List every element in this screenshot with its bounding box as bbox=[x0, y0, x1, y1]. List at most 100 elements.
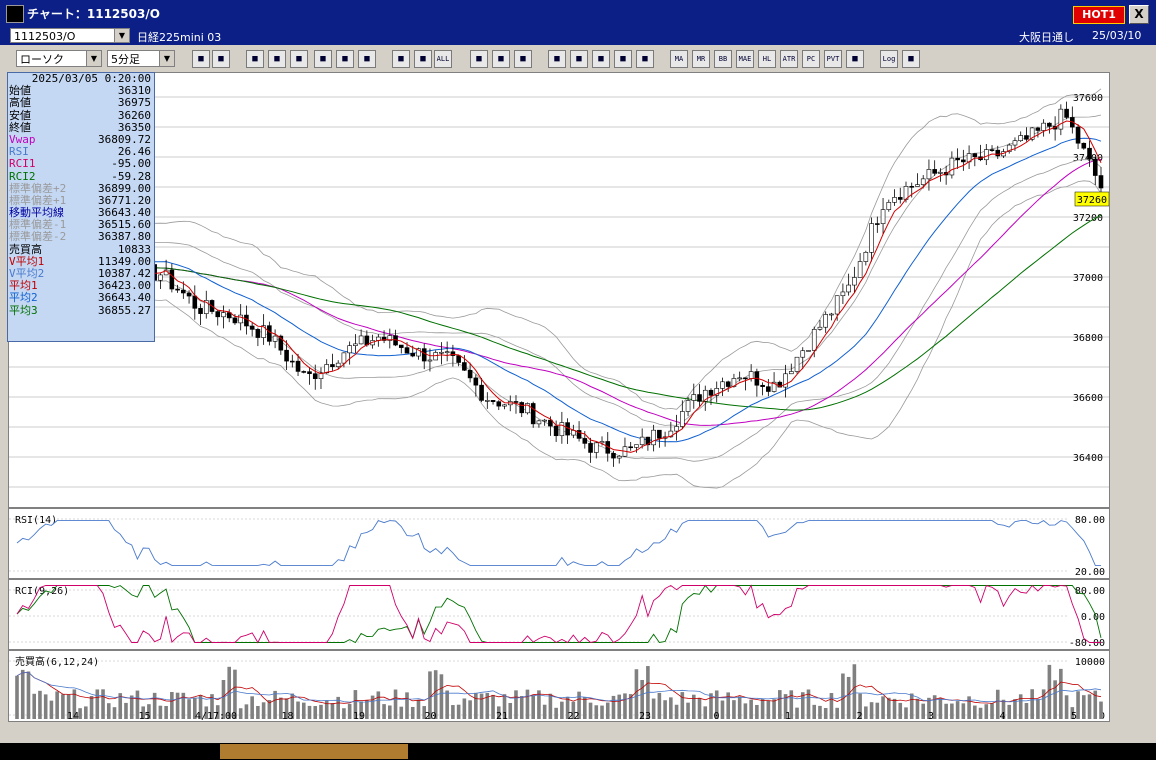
candle bbox=[181, 289, 186, 294]
magnify-icon[interactable]: ■ bbox=[570, 50, 588, 68]
box-icon[interactable]: ■ bbox=[846, 50, 864, 68]
volume-bar bbox=[898, 702, 903, 719]
chevron-down-icon[interactable]: ▼ bbox=[114, 29, 129, 42]
volume-bar bbox=[944, 703, 948, 719]
candle bbox=[989, 149, 995, 151]
down-arrow-icon[interactable]: ■ bbox=[548, 50, 566, 68]
pvt-icon[interactable]: PVT bbox=[824, 50, 842, 68]
volume-bar bbox=[514, 690, 518, 719]
candle bbox=[203, 300, 209, 314]
hl-icon[interactable]: HL bbox=[758, 50, 776, 68]
refresh-icon[interactable]: ■ bbox=[314, 50, 332, 68]
mr-icon[interactable]: MR bbox=[692, 50, 710, 68]
volume-bar bbox=[261, 702, 266, 719]
info-row: 平均3 36855.27 bbox=[8, 304, 154, 317]
candle bbox=[519, 402, 525, 414]
panel-label: RCI(9,26) bbox=[15, 586, 69, 597]
chevron-down-icon[interactable]: ▼ bbox=[86, 51, 101, 66]
zoom-icon[interactable]: ■ bbox=[192, 50, 210, 68]
volume-bar bbox=[342, 708, 346, 719]
candle bbox=[788, 371, 794, 375]
candle bbox=[869, 223, 874, 253]
bb-icon[interactable]: BB bbox=[714, 50, 732, 68]
volume-bar bbox=[296, 701, 300, 719]
candle bbox=[513, 401, 519, 403]
candle bbox=[479, 384, 484, 401]
candle bbox=[307, 371, 312, 374]
candle bbox=[267, 325, 272, 342]
chart-area[interactable]: 3760037400372003700036800366003640037260… bbox=[8, 72, 1110, 722]
info-label: 平均2 bbox=[9, 291, 38, 305]
candle bbox=[381, 336, 387, 341]
info-label: 終値 bbox=[9, 120, 31, 134]
exit-icon[interactable]: ■ bbox=[902, 50, 920, 68]
pc-icon[interactable]: PC bbox=[802, 50, 820, 68]
mae-icon[interactable]: MAE bbox=[736, 50, 754, 68]
candle bbox=[1064, 108, 1069, 118]
volume-bar bbox=[651, 698, 656, 719]
candle-left-icon[interactable]: ■ bbox=[392, 50, 410, 68]
all-icon[interactable]: ALL bbox=[434, 50, 452, 68]
atr-icon[interactable]: ATR bbox=[780, 50, 798, 68]
volume-bar bbox=[215, 705, 220, 719]
ma-icon[interactable]: MA bbox=[670, 50, 688, 68]
candle bbox=[674, 426, 679, 432]
info-row: 移動平均線 36643.40 bbox=[8, 206, 154, 219]
info-row: 標準偏差+1 36771.20 bbox=[8, 194, 154, 207]
document-icon[interactable]: ■ bbox=[336, 50, 354, 68]
cross-icon[interactable]: ■ bbox=[614, 50, 632, 68]
scrollbar-thumb[interactable] bbox=[220, 744, 408, 759]
volume-bar bbox=[674, 704, 679, 719]
log-icon[interactable]: Log bbox=[880, 50, 898, 68]
candle bbox=[324, 364, 330, 374]
volume-bar bbox=[594, 705, 599, 719]
volume-bar bbox=[485, 692, 490, 719]
cursor-icon[interactable]: ■ bbox=[290, 50, 308, 68]
volume-bar bbox=[227, 666, 232, 719]
volume-bar bbox=[405, 692, 409, 719]
candle bbox=[1081, 142, 1087, 149]
horizontal-scrollbar[interactable] bbox=[0, 743, 1156, 760]
volume-avg2-line bbox=[16, 671, 1102, 703]
chart-canvas[interactable]: 3760037400372003700036800366003640037260… bbox=[9, 73, 1110, 722]
interval-select[interactable]: 5分足 ▼ bbox=[107, 50, 175, 67]
volume-bar bbox=[233, 669, 237, 719]
link-icon[interactable]: ■ bbox=[268, 50, 286, 68]
volume-bar bbox=[388, 705, 392, 719]
time-axis-label: 14 bbox=[67, 711, 79, 721]
panel-tick-label: -80.00 bbox=[1069, 638, 1105, 649]
tools-icon[interactable]: ■ bbox=[492, 50, 510, 68]
volume-bar bbox=[686, 702, 690, 719]
vwap-line bbox=[16, 159, 1102, 426]
grid-icon[interactable]: ■ bbox=[592, 50, 610, 68]
info-value: 36643.40 bbox=[98, 291, 151, 305]
hot-badge[interactable]: HOT1 bbox=[1073, 6, 1125, 24]
palette-icon[interactable]: ■ bbox=[514, 50, 532, 68]
volume-bar bbox=[20, 669, 25, 719]
symbol-combo[interactable]: 1112503/O ▼ bbox=[10, 28, 130, 43]
window-title: チャート：1112503/O bbox=[27, 7, 160, 21]
volume-bar bbox=[829, 693, 834, 719]
blank-icon[interactable]: ■ bbox=[636, 50, 654, 68]
close-button[interactable]: X bbox=[1129, 5, 1149, 24]
settings-icon[interactable]: ■ bbox=[470, 50, 488, 68]
chart-type-select[interactable]: ローソク ▼ bbox=[16, 50, 102, 67]
instrument-name: 日経225mini 03 bbox=[137, 31, 222, 44]
trash-icon[interactable]: ■ bbox=[358, 50, 376, 68]
candle bbox=[244, 314, 249, 327]
volume-bar bbox=[72, 689, 77, 719]
rsi-line bbox=[16, 520, 1101, 567]
volume-bar bbox=[307, 705, 312, 719]
crosshair-icon[interactable]: ■ bbox=[212, 50, 230, 68]
candle bbox=[949, 157, 955, 176]
candle-right-icon[interactable]: ■ bbox=[414, 50, 432, 68]
pen-icon[interactable]: ■ bbox=[246, 50, 264, 68]
candle bbox=[439, 351, 444, 354]
volume-bar bbox=[422, 706, 427, 719]
volume-bar bbox=[783, 694, 788, 719]
chevron-down-icon[interactable]: ▼ bbox=[159, 51, 174, 66]
info-row: 安値 36260 bbox=[8, 109, 154, 122]
candle bbox=[857, 261, 863, 278]
info-value: 36899.00 bbox=[98, 181, 151, 195]
candle bbox=[467, 369, 473, 379]
